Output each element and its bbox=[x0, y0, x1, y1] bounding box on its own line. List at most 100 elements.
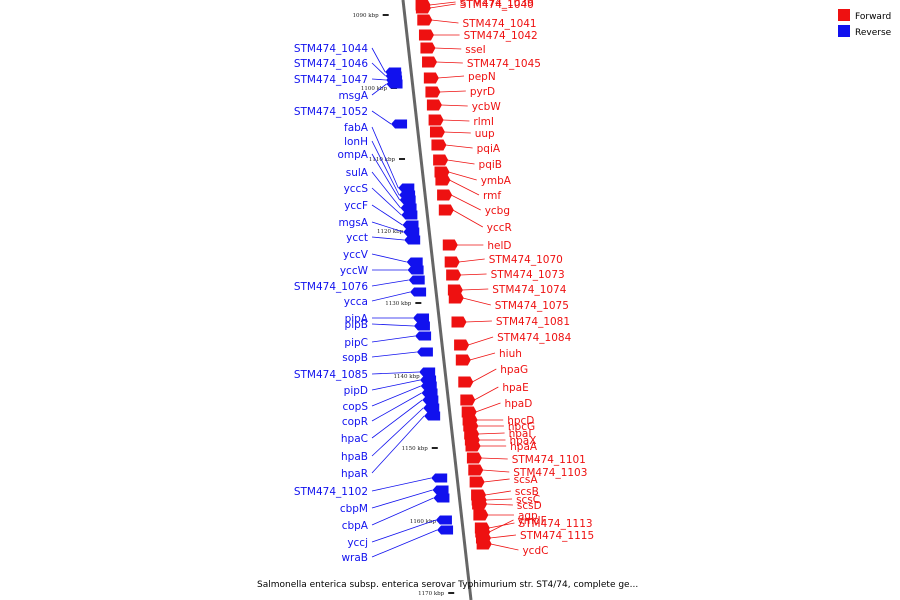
tick-mark bbox=[448, 592, 455, 594]
forward-gene-leader bbox=[437, 75, 465, 79]
reverse-gene-leader bbox=[371, 351, 417, 358]
forward-gene-label: ycdC bbox=[522, 545, 548, 557]
forward-gene-leader bbox=[452, 209, 483, 228]
forward-gene-leader bbox=[442, 119, 470, 122]
reverse-gene-label: cbpA bbox=[342, 520, 369, 532]
reverse-gene-label: ycct bbox=[346, 232, 368, 244]
forward-gene-arrow bbox=[472, 498, 488, 510]
forward-gene-leader bbox=[436, 61, 463, 64]
reverse-gene-leader bbox=[371, 291, 411, 302]
forward-gene-arrow bbox=[451, 316, 467, 328]
tick-label: 1150 kbp bbox=[402, 446, 429, 452]
reverse-gene-arrow bbox=[421, 388, 438, 398]
forward-gene-arrow bbox=[438, 204, 454, 216]
reverse-gene-arrow bbox=[413, 321, 430, 331]
forward-gene-arrow bbox=[465, 440, 481, 452]
forward-gene-label: pqiB bbox=[479, 159, 502, 171]
forward-gene-leader bbox=[478, 432, 505, 435]
reverse-gene-label: pipB bbox=[345, 319, 368, 331]
reverse-gene-arrow bbox=[398, 183, 415, 193]
reverse-gene-label: yccj bbox=[347, 537, 368, 549]
forward-gene-leader bbox=[482, 469, 510, 473]
reverse-gene-leader bbox=[371, 279, 409, 287]
tick-mark bbox=[382, 14, 389, 16]
forward-gene-label: hpcD bbox=[507, 415, 534, 427]
reverse-gene-leader bbox=[371, 335, 416, 343]
forward-gene-label: pyrD bbox=[470, 86, 495, 98]
reverse-gene-label: sulA bbox=[346, 167, 369, 179]
reverse-gene-label: pipD bbox=[344, 385, 368, 397]
reverse-gene-arrow bbox=[424, 411, 441, 421]
reverse-gene-leader bbox=[371, 126, 399, 189]
reverse-gene-leader bbox=[371, 477, 432, 492]
forward-gene-leader bbox=[443, 131, 471, 134]
forward-gene-label: scsC bbox=[516, 494, 540, 506]
forward-gene-arrow bbox=[415, 2, 431, 14]
tick-label: 1120 kbp bbox=[377, 229, 404, 235]
forward-gene-arrow bbox=[455, 354, 471, 366]
forward-gene-label: ycbg bbox=[485, 205, 510, 217]
forward-gene-label: STM474_1115 bbox=[520, 530, 594, 542]
forward-gene-arrow bbox=[466, 452, 482, 464]
forward-gene-arrow bbox=[444, 256, 460, 268]
forward-gene-leader bbox=[486, 503, 513, 506]
reverse-gene-leader bbox=[371, 187, 402, 216]
forward-gene-arrow bbox=[460, 394, 476, 406]
forward-gene-arrow bbox=[435, 174, 451, 186]
reverse-gene-arrow bbox=[437, 525, 454, 535]
forward-gene-leader bbox=[469, 352, 496, 361]
legend: Forward Reverse bbox=[838, 9, 892, 38]
reverse-gene-label: STM474_1076 bbox=[294, 281, 368, 293]
reverse-gene-arrow bbox=[401, 210, 418, 220]
reverse-gene-leader bbox=[371, 204, 403, 226]
reverse-gene-label: fabA bbox=[344, 122, 369, 134]
reverse-gene-leader bbox=[371, 83, 387, 96]
reverse-gene-label: mgsA bbox=[338, 217, 368, 229]
forward-gene-label: hpaG bbox=[500, 364, 528, 376]
forward-gene-label: STM474_1040 bbox=[460, 0, 534, 11]
forward-gene-leader bbox=[439, 90, 466, 93]
forward-gene-label: STM474_1045 bbox=[467, 58, 541, 70]
forward-gene-leader bbox=[449, 179, 480, 196]
forward-gene-leader bbox=[475, 402, 501, 413]
forward-gene-leader bbox=[431, 19, 459, 24]
reverse-gene-arrow bbox=[415, 331, 432, 341]
reverse-gene-arrow bbox=[410, 287, 427, 297]
reverse-gene-label: copR bbox=[342, 416, 368, 428]
reverse-gene-label: STM474_1046 bbox=[294, 58, 368, 70]
forward-gene-arrow bbox=[469, 476, 485, 488]
legend-reverse-swatch bbox=[838, 25, 850, 37]
tick-label: 1090 kbp bbox=[353, 13, 380, 19]
tick-label: 1160 kbp bbox=[410, 519, 437, 525]
reverse-gene-label: hpaB bbox=[341, 451, 368, 463]
forward-gene-label: STM474_1074 bbox=[492, 284, 566, 296]
tick-label: 1130 kbp bbox=[385, 301, 412, 307]
forward-gene-arrow bbox=[428, 114, 444, 126]
forward-gene-arrow bbox=[437, 189, 453, 201]
reverse-gene-arrow bbox=[402, 220, 419, 230]
forward-gene-arrow bbox=[446, 269, 462, 281]
forward-gene-leader bbox=[429, 3, 456, 9]
tick-label: 1140 kbp bbox=[393, 374, 420, 380]
reverse-gene-arrow bbox=[404, 235, 421, 245]
forward-gene-label: hpaD bbox=[504, 398, 532, 410]
forward-gene-arrow bbox=[473, 509, 489, 521]
reverse-gene-leader bbox=[371, 153, 401, 201]
forward-gene-label: hpcG bbox=[508, 421, 535, 433]
legend-forward-label: Forward bbox=[855, 12, 891, 22]
reverse-gene-leader bbox=[371, 140, 400, 196]
forward-gene-leader bbox=[483, 478, 510, 483]
forward-gene-label: pepN bbox=[468, 71, 496, 83]
reverse-track: STM474_1044 STM474_1046 STM474_1047 msgA STM… bbox=[294, 43, 454, 564]
reverse-gene-leader bbox=[371, 385, 421, 407]
forward-gene-label: STM474_1084 bbox=[497, 332, 571, 344]
reverse-gene-label: pipC bbox=[344, 337, 368, 349]
reverse-gene-leader bbox=[371, 489, 433, 509]
tick-mark bbox=[415, 302, 422, 304]
reverse-gene-label: cbpM bbox=[340, 503, 368, 515]
reverse-gene-label: ompA bbox=[337, 149, 368, 161]
forward-gene-label: pqiA bbox=[477, 143, 501, 155]
reverse-gene-arrow bbox=[400, 203, 417, 213]
reverse-gene-leader bbox=[371, 407, 424, 457]
forward-gene-leader bbox=[440, 104, 468, 107]
